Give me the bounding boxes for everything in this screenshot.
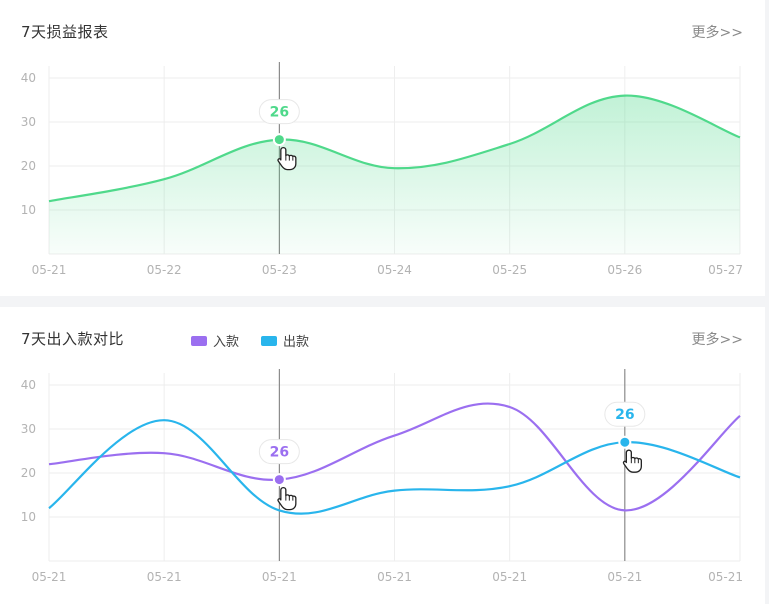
legend-label-outflow: 出款 — [283, 335, 310, 350]
pnl-tooltip-value-0: 26 — [270, 105, 289, 121]
flow-point-0[interactable] — [274, 475, 284, 485]
flow-chart-legend: 入款 出款 — [191, 331, 331, 350]
flow-ytick-10: 10 — [21, 510, 36, 524]
pnl-xtick-6: 05-27 — [708, 263, 743, 277]
flow-tooltip-bubble-1 — [604, 401, 646, 427]
legend-label-inflow: 入款 — [213, 335, 240, 350]
flow-tooltip-bubble-0 — [258, 439, 300, 465]
flow-point-1[interactable] — [620, 437, 630, 447]
pnl-ytick-30: 30 — [21, 115, 36, 129]
flow-more-link[interactable]: 更多>> — [691, 332, 743, 348]
legend-item-inflow[interactable]: 入款 — [191, 331, 239, 350]
flow-line-chart[interactable]: 10 20 30 40 05-21 05-21 05-21 05-21 05-21 05-21 05… — [0, 307, 765, 604]
pnl-chart-title: 7天损益报表 — [21, 23, 109, 41]
pnl-tooltip-bubble-0 — [258, 99, 300, 125]
pnl-xtick-3: 05-24 — [377, 263, 412, 277]
flow-ytick-30: 30 — [21, 422, 36, 436]
flow-hand-cursor-icon-1 — [622, 449, 642, 473]
flow-chart-title: 7天出入款对比 — [21, 330, 125, 348]
legend-swatch-outflow — [261, 335, 278, 346]
flow-xtick-1: 05-21 — [147, 570, 182, 584]
flow-xtick-3: 05-21 — [377, 570, 412, 584]
pnl-hand-cursor-icon-0 — [277, 146, 297, 171]
pnl-ytick-10: 10 — [21, 203, 36, 217]
pnl-more-link[interactable]: 更多>> — [691, 25, 743, 41]
legend-item-outflow[interactable]: 出款 — [261, 331, 309, 350]
flow-xtick-6: 05-21 — [708, 570, 743, 584]
flow-series-line-0 — [48, 402, 741, 512]
flow-xtick-2: 05-21 — [262, 570, 297, 584]
pnl-xtick-5: 05-26 — [607, 263, 642, 277]
pnl-xtick-0: 05-21 — [32, 263, 67, 277]
pnl-series-line-0 — [48, 94, 741, 203]
pnl-xtick-1: 05-22 — [147, 263, 182, 277]
pnl-xtick-4: 05-25 — [492, 263, 527, 277]
pnl-area-chart[interactable]: 10 20 30 40 05-21 05-22 05-23 05-24 05-25 05-26 05… — [0, 0, 765, 296]
flow-tooltip-value-1: 26 — [615, 407, 634, 423]
flow-tooltip-value-0: 26 — [270, 445, 289, 461]
flow-xtick-4: 05-21 — [492, 570, 527, 584]
pnl-ytick-20: 20 — [21, 159, 36, 173]
flow-ytick-40: 40 — [21, 378, 36, 392]
pnl-area-fill-0 — [49, 95, 740, 255]
pnl-point-0[interactable] — [274, 135, 284, 145]
legend-swatch-inflow — [191, 335, 207, 346]
flow-ytick-20: 20 — [21, 466, 36, 480]
pnl-chart-card: 7天损益报表 更多>> 10 20 30 40 05-21 05-22 05-23 05-24… — [0, 0, 765, 296]
pnl-xtick-2: 05-23 — [262, 263, 297, 277]
flow-chart-card: 7天出入款对比 入款 出款 更多>> 10 20 30 40 05-21 05-21 05-… — [0, 307, 765, 604]
flow-xtick-0: 05-21 — [32, 570, 67, 584]
pnl-ytick-40: 40 — [21, 71, 36, 85]
flow-hand-cursor-icon-0 — [277, 486, 297, 511]
flow-xtick-5: 05-21 — [607, 570, 642, 584]
